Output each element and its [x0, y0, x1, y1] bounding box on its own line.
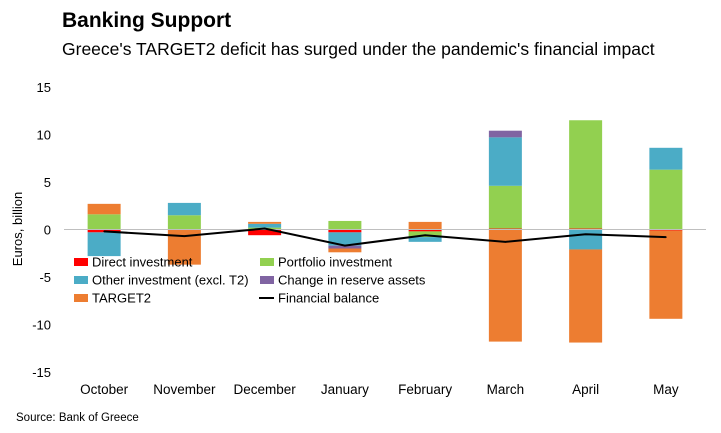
legend-swatch-change-in-reserve-assets	[260, 276, 274, 284]
financial-balance-point	[344, 244, 346, 247]
financial-balance-point	[584, 233, 587, 236]
bars	[87, 120, 683, 343]
legend-label-portfolio-investment: Portfolio investment	[278, 255, 393, 270]
financial-balance-line	[103, 227, 667, 247]
bar-change-in-reserve-assets	[488, 130, 522, 138]
bar-other-investment-excl-t2	[248, 223, 282, 228]
bar-target2	[488, 229, 522, 342]
legend-label-financial-balance: Financial balance	[278, 291, 379, 306]
x-tick-label: March	[487, 382, 525, 397]
y-tick-label: -15	[32, 365, 51, 380]
financial-balance-polyline	[104, 227, 666, 247]
legend-label-change-in-reserve-assets: Change in reserve assets	[278, 273, 426, 288]
x-tick-label: October	[80, 382, 129, 397]
legend-swatch-other-investment-excl-t2	[74, 276, 88, 284]
source-note: Source: Bank of Greece	[16, 412, 139, 424]
bar-other-investment-excl-t2	[167, 202, 201, 216]
bar-direct-investment	[328, 229, 362, 233]
legend-swatch-target2	[74, 294, 88, 302]
bar-portfolio-investment	[87, 214, 121, 230]
bar-change-in-reserve-assets	[328, 245, 362, 249]
y-tick-label: 10	[37, 128, 51, 143]
chart-subtitle: Greece's TARGET2 deficit has surged unde…	[62, 39, 655, 59]
bar-direct-investment	[408, 229, 442, 232]
y-axis: 15 10 5 0 -5 -10 -15	[32, 80, 51, 380]
bar-portfolio-investment	[167, 215, 201, 230]
bar-other-investment-excl-t2	[569, 229, 603, 250]
bar-other-investment-excl-t2	[408, 237, 442, 242]
bar-other-investment-excl-t2	[649, 147, 683, 170]
x-tick-label: February	[398, 382, 452, 397]
financial-balance-point	[424, 234, 426, 236]
legend-label-target2: TARGET2	[92, 291, 151, 306]
bar-target2	[649, 230, 683, 319]
bar-direct-investment	[248, 229, 282, 236]
legend: Direct investment Portfolio investment Oth…	[74, 255, 426, 306]
x-tick-label: November	[153, 382, 216, 397]
bar-portfolio-investment	[328, 220, 362, 230]
legend-swatch-portfolio-investment	[260, 258, 274, 266]
y-tick-label: 0	[44, 223, 51, 238]
bar-portfolio-investment	[569, 120, 603, 229]
financial-balance-point	[183, 235, 186, 237]
bar-portfolio-investment	[488, 185, 522, 229]
legend-swatch-direct-investment	[74, 258, 88, 266]
bar-portfolio-investment	[649, 169, 683, 230]
bar-target2	[328, 248, 362, 253]
y-tick-label: 5	[44, 175, 51, 190]
x-tick-label: May	[653, 382, 679, 397]
bar-target2	[569, 249, 603, 343]
chart-title: Banking Support	[62, 9, 232, 32]
x-tick-label: January	[321, 382, 369, 397]
financial-balance-point	[103, 230, 105, 233]
x-tick-label: April	[572, 382, 599, 397]
y-tick-label: -10	[32, 318, 51, 333]
bar-other-investment-excl-t2	[488, 137, 522, 186]
y-tick-label: 15	[37, 80, 51, 95]
financial-balance-point	[263, 227, 266, 230]
bar-other-investment-excl-t2	[328, 232, 362, 246]
x-tick-label: December	[233, 382, 296, 397]
legend-label-direct-investment: Direct investment	[92, 255, 193, 270]
y-tick-label: -5	[39, 270, 51, 285]
bar-target2	[408, 221, 442, 230]
financial-balance-point	[504, 241, 507, 243]
bar-target2	[248, 221, 282, 224]
legend-label-other-investment-excl-t2: Other investment (excl. T2)	[92, 273, 249, 288]
y-axis-label: Euros, billion	[10, 192, 25, 266]
bar-other-investment-excl-t2	[87, 232, 121, 257]
x-axis: October November December January February Ma…	[80, 382, 679, 397]
bar-target2	[87, 203, 121, 215]
financial-balance-point	[665, 236, 667, 238]
